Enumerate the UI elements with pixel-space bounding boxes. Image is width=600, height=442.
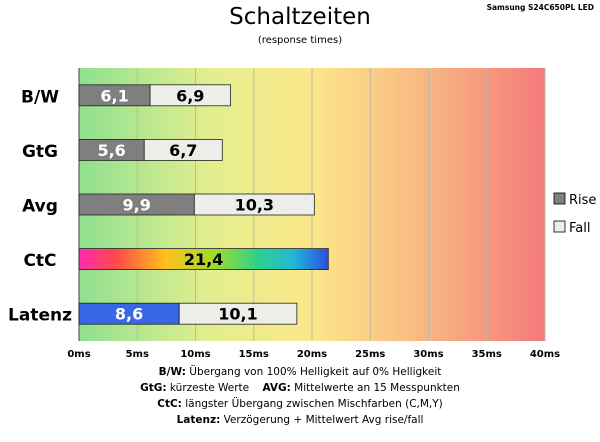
value-label-rise: 8,6: [115, 305, 143, 324]
note-bw: B/W: Übergang von 100% Helligkeit auf 0%…: [158, 366, 442, 378]
value-label-ctc: 21,4: [184, 250, 223, 269]
note-gtg-avg: GtG: kürzeste Werte AVG: Mittelwerte an …: [140, 382, 460, 394]
value-label-fall: 10,3: [235, 196, 274, 215]
bar-fall: [143, 138, 223, 161]
bar-ctc: [78, 248, 329, 271]
x-tick-label: 0ms: [67, 349, 90, 360]
monitor-model-label: Samsung S24C650PL LED: [486, 3, 594, 12]
x-tick-label: 35ms: [472, 349, 502, 360]
x-tick-label: 15ms: [239, 349, 269, 360]
value-label-rise: 6,1: [100, 86, 128, 105]
legend-rise-swatch: [553, 192, 566, 205]
bar-fall: [178, 302, 298, 325]
category-label: CtC: [23, 251, 56, 271]
x-tick-label: 30ms: [413, 349, 443, 360]
x-tick-label: 25ms: [355, 349, 385, 360]
note-latenz: Latenz: Verzögerung + Mittelwert Avg ris…: [176, 414, 424, 426]
legend-fall-swatch: [553, 220, 566, 233]
legend-fall-label: Fall: [569, 221, 590, 236]
category-label: B/W: [21, 87, 59, 107]
value-label-rise: 9,9: [122, 196, 150, 215]
x-tick-label: 10ms: [180, 349, 210, 360]
x-tick-label: 40ms: [530, 349, 560, 360]
bar-fall: [193, 193, 315, 216]
chart-subtitle: (response times): [257, 35, 343, 46]
value-label-fall: 10,1: [218, 305, 257, 324]
category-label: Avg: [22, 197, 58, 217]
value-label-fall: 6,7: [169, 141, 197, 160]
category-label: Latenz: [8, 306, 72, 326]
note-ctc: CtC: längster Übergang zwischen Mischfar…: [157, 398, 443, 410]
bar-fall: [149, 84, 231, 107]
value-label-rise: 5,6: [97, 141, 125, 160]
value-label-fall: 6,9: [176, 86, 204, 105]
chart-notes: B/W: Übergang von 100% Helligkeit auf 0%…: [0, 364, 600, 428]
chart-title: Schaltzeiten: [229, 4, 371, 30]
x-tick-label: 5ms: [126, 349, 149, 360]
x-tick-label: 20ms: [297, 349, 327, 360]
category-label: GtG: [22, 142, 58, 162]
legend-rise-label: Rise: [569, 193, 596, 208]
